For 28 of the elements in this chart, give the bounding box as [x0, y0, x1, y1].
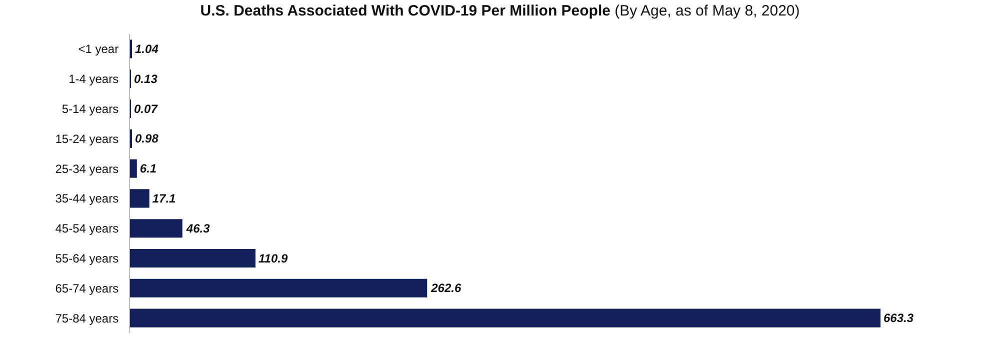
- data-label: 6.1: [140, 162, 157, 176]
- y-tick-label: 55-64 years: [55, 251, 119, 266]
- bar: [130, 308, 880, 328]
- chart-title: U.S. Deaths Associated With COVID-19 Per Million People: [200, 2, 610, 20]
- y-tick-label: <1 year: [78, 42, 119, 56]
- bar: [130, 159, 137, 178]
- y-tick-label: 15-24 years: [55, 132, 119, 146]
- data-label: 46.3: [185, 221, 210, 236]
- data-label: 262.6: [430, 281, 462, 296]
- bar: [130, 219, 182, 238]
- bar: [130, 278, 428, 298]
- y-tick-label: 35-44 years: [55, 192, 119, 206]
- y-tick-label: 25-34 years: [55, 162, 119, 176]
- bar: [130, 189, 150, 208]
- y-tick-label: 75-84 years: [55, 311, 119, 326]
- bar: [130, 248, 256, 268]
- data-label: 0.13: [134, 72, 158, 86]
- y-tick-label: 1-4 years: [68, 72, 119, 86]
- y-tick-label: 65-74 years: [55, 281, 119, 296]
- data-label: 1.04: [135, 42, 159, 56]
- data-label: 110.9: [258, 251, 288, 266]
- chart-subtitle: (By Age, as of May 8, 2020): [614, 2, 800, 20]
- y-tick-label: 5-14 years: [62, 102, 119, 116]
- y-tick-label: 45-54 years: [55, 222, 119, 236]
- data-label: 17.1: [152, 191, 176, 206]
- data-label: 0.98: [135, 132, 159, 146]
- data-label: 0.07: [134, 102, 159, 116]
- data-label: 663.3: [884, 311, 914, 326]
